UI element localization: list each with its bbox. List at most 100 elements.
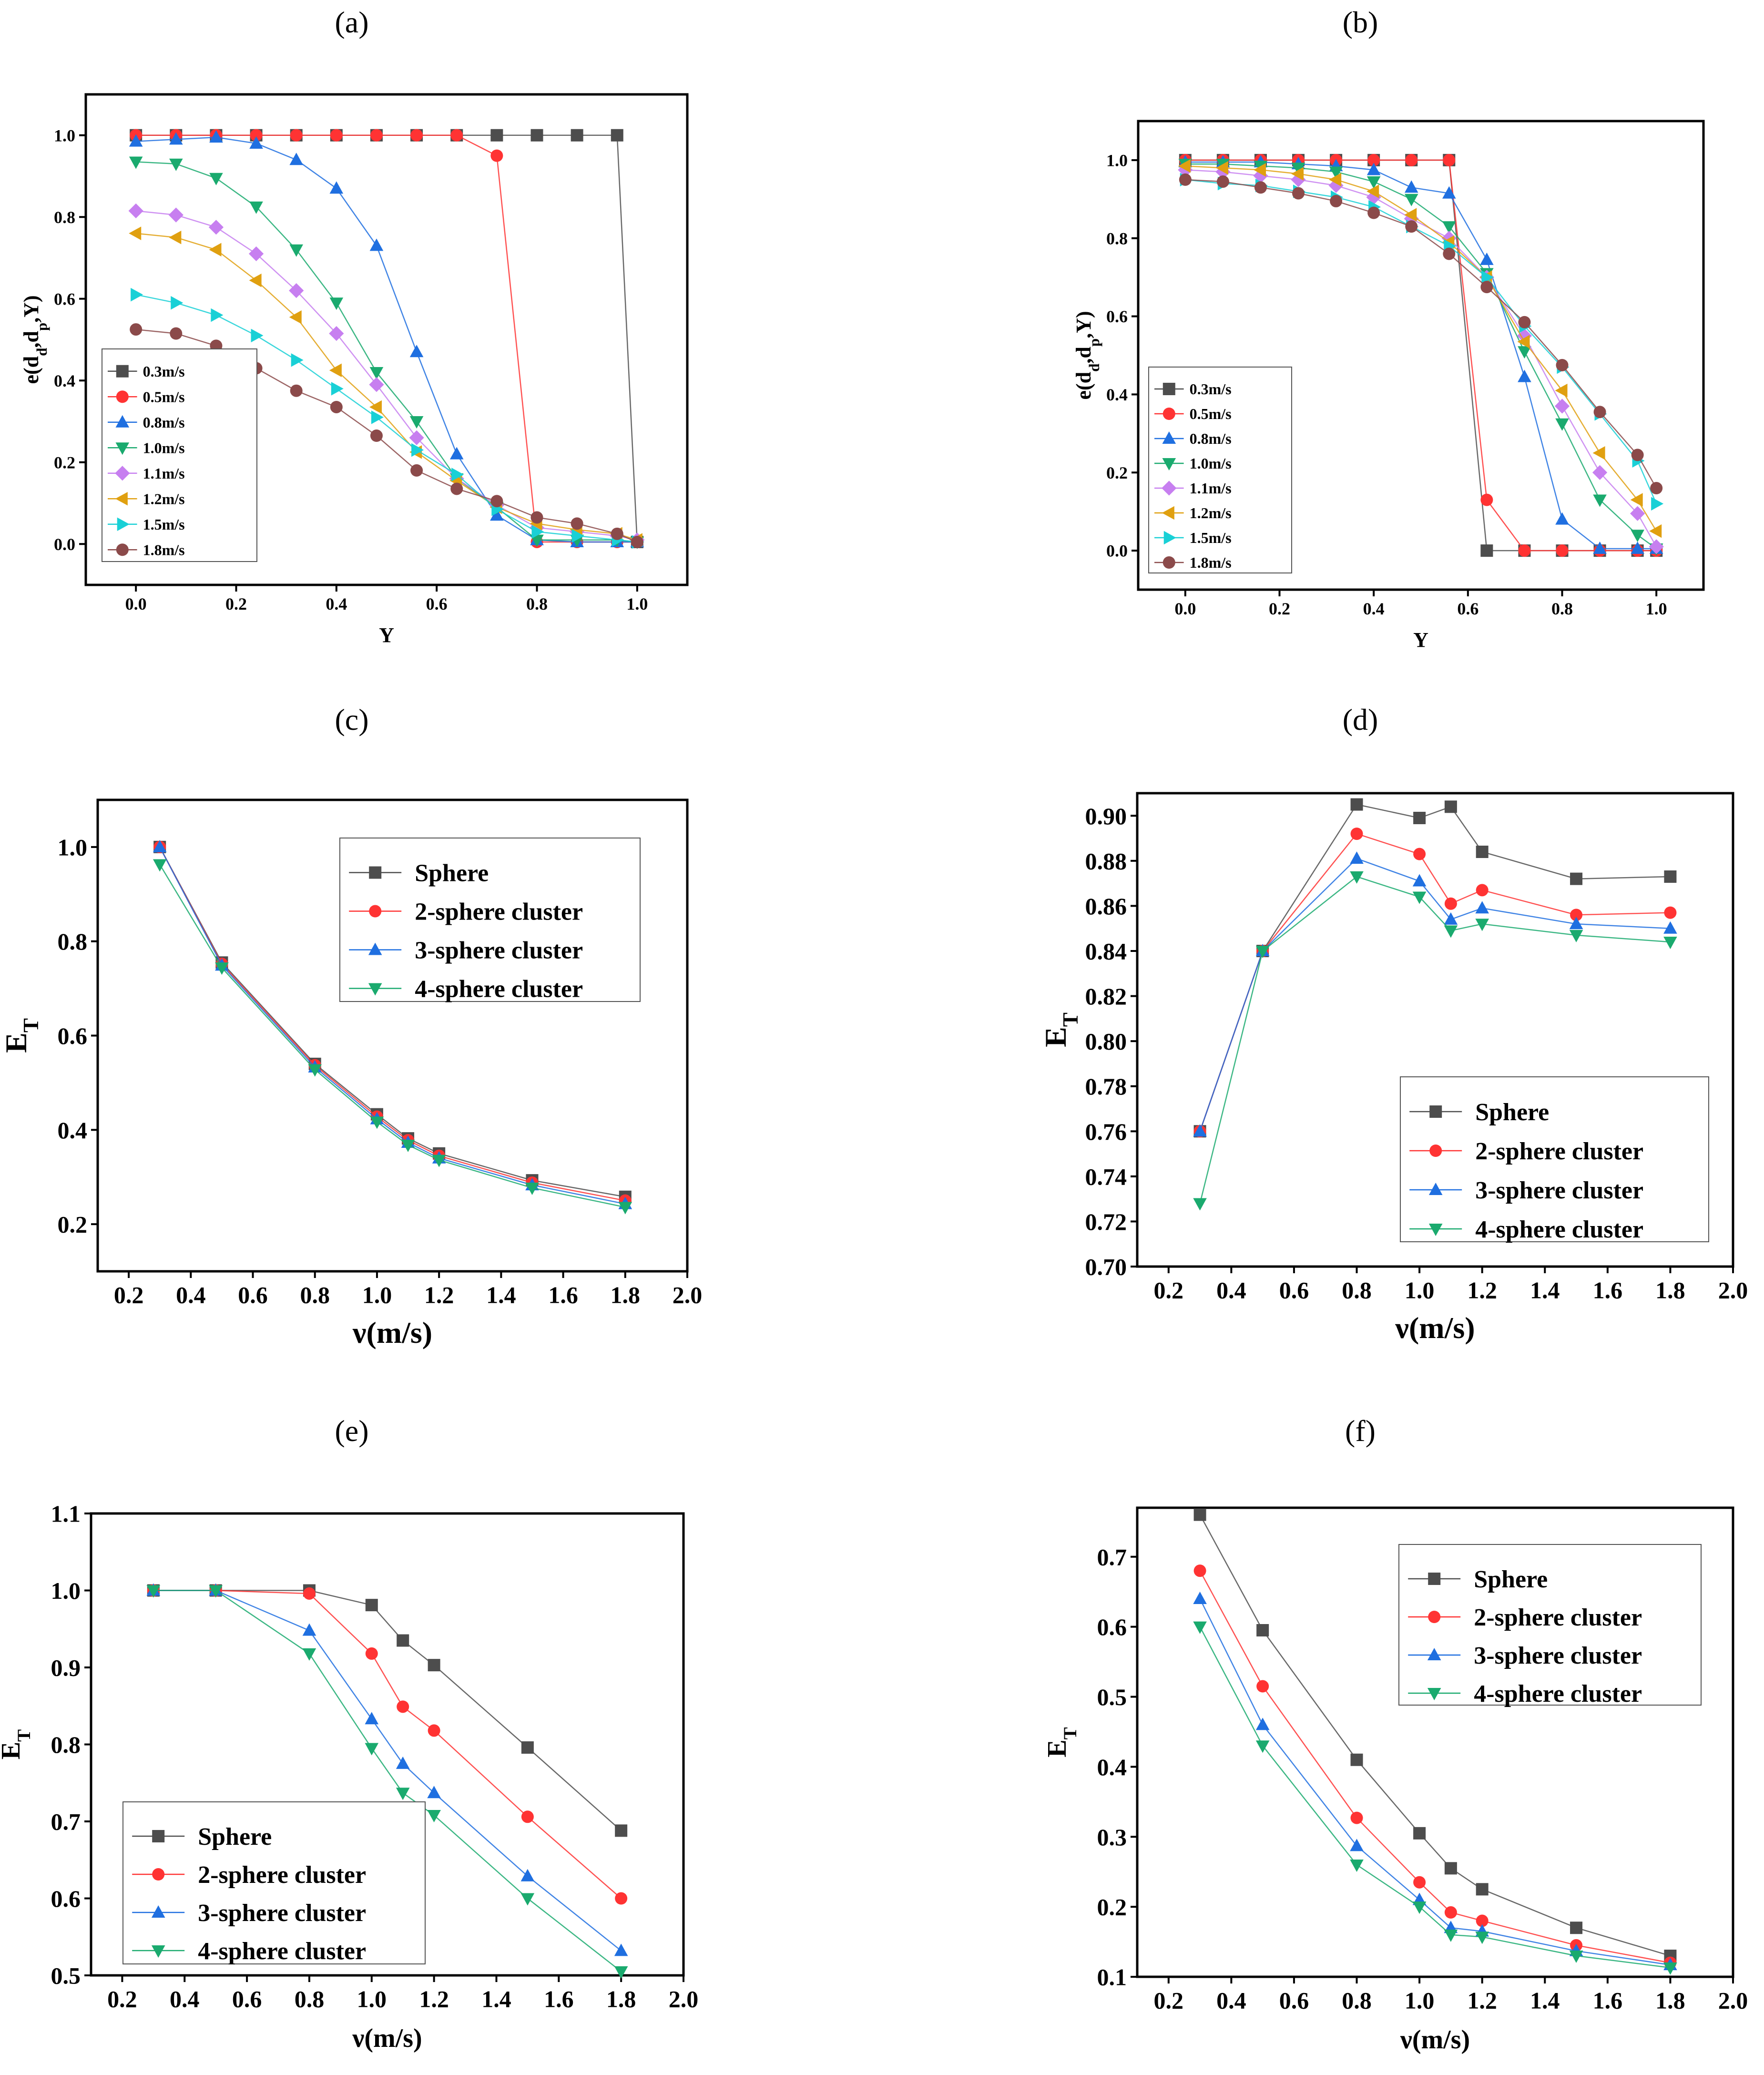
x-tick-label: 0.0: [1174, 599, 1196, 618]
data-point: [530, 511, 543, 524]
y-axis-title-part: E: [0, 1742, 26, 1759]
legend-marker-7: [117, 517, 130, 532]
series-line-6: [136, 233, 638, 541]
legend-marker-3: [115, 415, 130, 428]
data-point: [290, 129, 303, 142]
data-point: [329, 181, 344, 194]
y-tick-label: 0.8: [1106, 229, 1128, 248]
y-axis-title-subscript: p: [1086, 338, 1102, 347]
x-tick-label: 0.4: [176, 1282, 206, 1308]
legend-marker-4: [1427, 1687, 1441, 1700]
x-tick-label: 0.2: [1154, 1987, 1184, 2014]
data-point: [1569, 930, 1583, 942]
data-point: [249, 273, 262, 287]
x-tick-label: 1.2: [424, 1282, 454, 1308]
data-point: [146, 1585, 161, 1598]
data-point: [1255, 1717, 1270, 1730]
data-point: [520, 1893, 535, 1906]
legend-label-8: 1.8m/s: [143, 541, 185, 558]
data-point: [1350, 871, 1364, 884]
x-axis-title: ν(m/s): [352, 2024, 422, 2053]
data-point: [618, 1202, 632, 1215]
legend-marker-2: [369, 905, 382, 918]
legend: Sphere 2-sphere cluster 3-sphere cluster 4-…: [339, 838, 641, 1003]
data-point: [1631, 542, 1644, 554]
y-tick-label: 0.7: [1097, 1543, 1127, 1570]
y-axis-title-subscript: d: [33, 348, 50, 356]
y-tick-label: 1.0: [58, 834, 88, 860]
data-point: [1480, 544, 1493, 557]
data-point: [1630, 493, 1643, 507]
y-axis-title: ET: [1042, 1727, 1081, 1757]
legend-label-2: 2-sphere cluster: [1475, 1138, 1643, 1165]
x-tick-label: 0.4: [1216, 1987, 1246, 2014]
chart-panel-3: (c) 0.2 0.4 0.6 0.8 1.0 1.2 1.4 1.6 1.8 2.0 0.2 0.4 0…: [0, 703, 702, 1349]
data-point: [1412, 891, 1427, 904]
data-point: [169, 230, 182, 245]
legend-label-8: 1.8m/s: [1190, 554, 1232, 571]
y-tick-label: 0.8: [51, 1731, 81, 1758]
data-point: [289, 153, 303, 165]
data-point: [490, 129, 503, 142]
x-axis-title: ν(m/s): [352, 1316, 432, 1349]
series-line-2: [159, 847, 626, 1201]
legend-label-6: 1.2m/s: [1190, 504, 1232, 521]
data-point: [1592, 446, 1605, 460]
data-point: [409, 430, 424, 445]
data-point: [1350, 1859, 1364, 1872]
data-point: [1350, 798, 1363, 811]
data-point: [427, 1786, 441, 1799]
y-axis-title-part: E: [0, 1032, 33, 1053]
data-point: [1480, 493, 1493, 506]
series-line-3: [136, 136, 637, 543]
legend-box: [122, 1801, 426, 1964]
data-point: [1255, 945, 1270, 958]
y-tick-label: 0.3: [1097, 1824, 1127, 1850]
y-tick-label: 0.72: [1085, 1208, 1127, 1235]
data-point: [428, 1724, 440, 1737]
y-tick-label: 0.8: [58, 928, 88, 955]
data-point: [530, 129, 543, 142]
legend-label-4: 4-sphere cluster: [1475, 1216, 1643, 1243]
y-axis-title: e(dd,dp,Y): [1072, 311, 1102, 399]
legend-marker-2: [1428, 1611, 1441, 1623]
data-point: [1442, 221, 1456, 234]
data-point: [289, 244, 303, 257]
data-point: [302, 1648, 316, 1661]
data-point: [1570, 1922, 1583, 1934]
data-point: [291, 353, 304, 367]
legend: Sphere 2-sphere cluster 3-sphere cluster 4-…: [122, 1801, 426, 1965]
legend-box: [1398, 1544, 1702, 1706]
legend-label-6: 1.2m/s: [143, 490, 185, 507]
data-point: [397, 1700, 409, 1713]
data-point: [1569, 917, 1583, 930]
data-point: [1366, 176, 1381, 189]
data-point: [1442, 186, 1456, 199]
data-point: [611, 129, 623, 142]
legend-marker-1: [369, 866, 382, 879]
y-axis-title-subscript: T: [1060, 1727, 1081, 1739]
data-point: [451, 468, 464, 481]
data-point: [153, 859, 167, 872]
x-tick-label: 1.8: [606, 1986, 636, 2013]
data-point: [615, 1892, 628, 1905]
x-tick-label: 0.6: [426, 594, 448, 613]
data-point: [1443, 247, 1456, 260]
data-point: [1481, 270, 1494, 284]
legend-marker-2: [1429, 1145, 1442, 1157]
y-axis-title-subscript: T: [14, 1729, 34, 1742]
legend-marker-1: [116, 365, 129, 378]
x-tick-label: 1.0: [1646, 599, 1667, 618]
legend-label-1: 0.3m/s: [143, 363, 185, 380]
y-tick-label: 0.88: [1085, 848, 1127, 874]
y-tick-label: 0.78: [1085, 1073, 1127, 1100]
legend-label-7: 1.5m/s: [143, 516, 185, 533]
y-axis-title: ET: [0, 1729, 34, 1759]
data-point: [401, 1139, 415, 1152]
chart-panel-4: (d) 0.2 0.4 0.6 0.8 1.0 1.2 1.4 1.6 1.8 2.0 0.70 0.7…: [1039, 703, 1748, 1345]
x-tick-label: 1.8: [611, 1282, 641, 1308]
x-tick-label: 1.0: [1405, 1987, 1435, 2014]
data-point: [1555, 383, 1568, 398]
data-point: [1475, 901, 1489, 914]
data-point: [1555, 512, 1569, 525]
